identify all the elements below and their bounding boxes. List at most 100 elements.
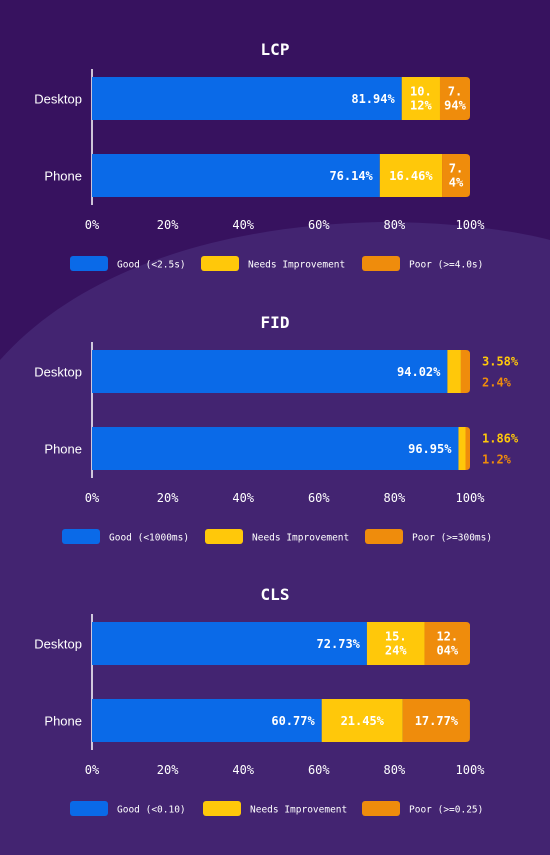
legend-swatch-poor-300ms <box>365 529 403 544</box>
bar-desktop-needs-improvement <box>366 622 425 665</box>
category-label-phone: Phone <box>44 714 82 729</box>
chart-title: CLS <box>261 585 290 604</box>
category-label-desktop: Desktop <box>34 637 82 652</box>
bar-desktop-poor-4-0s <box>439 77 470 120</box>
data-label-phone-seg-1: 16.46% <box>389 169 433 183</box>
bar-group-phone <box>92 154 470 197</box>
x-tick-label: 80% <box>384 763 406 777</box>
x-tick-label: 0% <box>85 491 100 505</box>
data-label-desktop-seg-1: 3.58% <box>482 355 519 369</box>
category-label-desktop: Desktop <box>34 92 82 107</box>
data-label-line: 94% <box>444 99 466 113</box>
x-tick-label: 60% <box>308 218 330 232</box>
bar-desktop-poor-300ms <box>460 350 470 393</box>
legend-swatch-needs-improvement <box>201 256 239 271</box>
chart-svg: FID Desktop 94.02% 3.58% 2.4% Phone 96.95% 1.86… <box>34 313 519 544</box>
data-label-line: 12% <box>410 99 432 113</box>
data-label-phone-good: 76.14% <box>329 169 373 183</box>
legend-swatch-poor-4-0s <box>362 256 400 271</box>
legend-label-needs-improvement: Needs Improvement <box>248 260 345 271</box>
x-tick-label: 40% <box>232 763 254 777</box>
legend-label-poor-4-0s: Poor (>=4.0s) <box>409 260 483 271</box>
legend-swatch-poor-0-25 <box>362 801 400 816</box>
x-tick-label: 60% <box>308 491 330 505</box>
x-tick-label: 0% <box>85 218 100 232</box>
x-tick-label: 100% <box>456 218 486 232</box>
bar-phone-good-2-5s <box>92 154 380 197</box>
lcp-chart: LCP Desktop 81.94% 10. 12% 7. 94% Phone 76.14% 16… <box>0 35 550 305</box>
data-label-line: 04% <box>436 644 458 658</box>
bar-phone-poor-0-25 <box>402 699 470 742</box>
chart-title: LCP <box>261 40 290 59</box>
legend-swatch-good-2-5s <box>70 256 108 271</box>
bar-phone-good-1000ms <box>92 427 459 470</box>
data-label-phone-good: 60.77% <box>271 714 315 728</box>
legend-label-good-2-5s: Good (<2.5s) <box>117 260 186 271</box>
data-label-phone-good: 96.95% <box>408 442 452 456</box>
bar-group-desktop <box>92 622 471 665</box>
legend-label-good-1000ms: Good (<1000ms) <box>109 533 189 544</box>
data-label-desktop-seg-2: 2.4% <box>482 376 512 390</box>
category-label-desktop: Desktop <box>34 365 82 380</box>
bar-desktop-needs-improvement <box>447 350 461 393</box>
bar-phone-needs-improvement <box>458 427 466 470</box>
legend-label-poor-300ms: Poor (>=300ms) <box>412 533 492 544</box>
category-label-phone: Phone <box>44 169 82 184</box>
bar-phone-needs-improvement <box>379 154 443 197</box>
data-label-line: 15. <box>385 630 407 644</box>
data-label-desktop-seg-1: 15. 24% <box>385 630 407 658</box>
bar-phone-good-0-10 <box>92 699 322 742</box>
data-label-desktop-good: 94.02% <box>397 365 441 379</box>
x-tick-label: 40% <box>232 218 254 232</box>
data-label-phone-seg-2: 7. 4% <box>449 162 464 190</box>
legend-label-poor-0-25: Poor (>=0.25) <box>409 805 483 816</box>
fid-chart: FID Desktop 94.02% 3.58% 2.4% Phone 96.95% 1.86… <box>0 308 550 578</box>
bar-group-phone <box>92 427 471 470</box>
category-label-phone: Phone <box>44 442 82 457</box>
bar-phone-poor-4-0s <box>442 154 470 197</box>
data-label-phone-seg-1: 21.45% <box>341 714 385 728</box>
data-label-phone-seg-1: 1.86% <box>482 432 519 446</box>
legend-swatch-good-0-10 <box>70 801 108 816</box>
x-tick-label: 100% <box>456 491 486 505</box>
legend-label-needs-improvement: Needs Improvement <box>250 805 347 816</box>
bar-group-phone <box>92 699 470 742</box>
data-label-line: 7. <box>448 85 462 99</box>
bar-desktop-good-0-10 <box>92 622 367 665</box>
data-label-desktop-good: 72.73% <box>317 637 361 651</box>
bar-phone-poor-300ms <box>465 427 471 470</box>
cls-chart: CLS Desktop 72.73% 15. 24% 12. 04% Phone 60.77% 2… <box>0 580 550 850</box>
legend-swatch-good-1000ms <box>62 529 100 544</box>
data-label-line: 10. <box>410 85 432 99</box>
x-tick-label: 100% <box>456 763 486 777</box>
chart-svg: CLS Desktop 72.73% 15. 24% 12. 04% Phone 60.77% 2… <box>34 585 486 816</box>
data-label-line: 7. <box>449 162 463 176</box>
data-label-desktop-seg-2: 12. 04% <box>436 630 458 658</box>
legend-label-good-0-10: Good (<0.10) <box>117 805 186 816</box>
x-tick-label: 60% <box>308 763 330 777</box>
bar-desktop-good-1000ms <box>92 350 448 393</box>
x-tick-label: 0% <box>85 763 100 777</box>
x-tick-label: 20% <box>157 763 179 777</box>
x-tick-label: 80% <box>384 218 406 232</box>
bar-group-desktop <box>92 350 470 393</box>
x-tick-label: 40% <box>232 491 254 505</box>
data-label-line: 24% <box>385 644 407 658</box>
x-tick-label: 20% <box>157 491 179 505</box>
data-label-desktop-seg-1: 10. 12% <box>410 85 432 113</box>
data-label-desktop-good: 81.94% <box>351 92 395 106</box>
data-label-phone-seg-2: 1.2% <box>482 453 512 467</box>
legend-swatch-needs-improvement <box>205 529 243 544</box>
legend-swatch-needs-improvement <box>203 801 241 816</box>
x-tick-label: 20% <box>157 218 179 232</box>
data-label-line: 12. <box>436 630 458 644</box>
chart-title: FID <box>261 313 290 332</box>
bar-group-desktop <box>92 77 470 120</box>
bar-phone-needs-improvement <box>321 699 403 742</box>
x-tick-label: 80% <box>384 491 406 505</box>
data-label-line: 4% <box>449 176 464 190</box>
data-label-phone-seg-2: 17.77% <box>415 714 459 728</box>
bar-desktop-poor-0-25 <box>424 622 471 665</box>
bar-desktop-needs-improvement <box>401 77 440 120</box>
